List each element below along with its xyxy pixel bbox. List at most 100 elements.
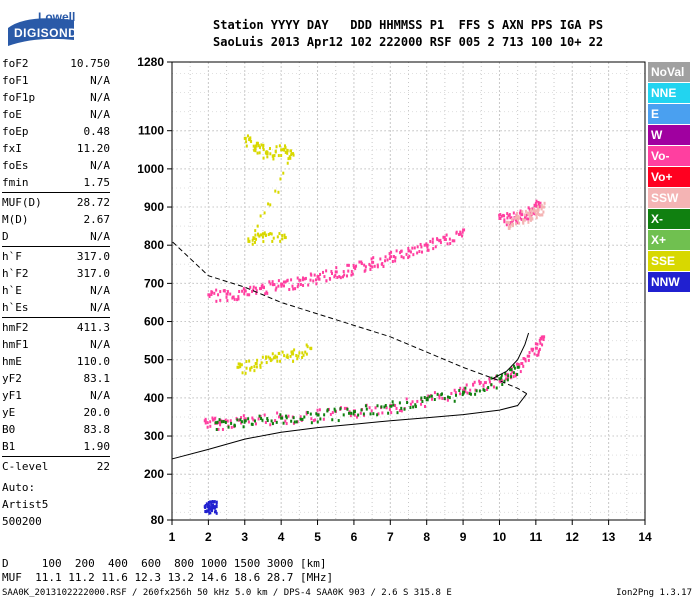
echo-point — [241, 371, 244, 375]
echo-point — [279, 177, 282, 181]
param-value: 0.48 — [83, 125, 111, 138]
echo-point — [519, 209, 522, 213]
echo-point — [537, 353, 540, 357]
echo-point — [316, 274, 320, 278]
echo-point — [247, 417, 250, 421]
echo-point — [283, 233, 286, 237]
echo-point — [276, 411, 279, 415]
echo-point — [318, 277, 321, 281]
echo-point — [274, 288, 277, 292]
auto-code: 500200 — [2, 515, 42, 528]
echo-point — [286, 355, 289, 359]
echo-point — [293, 420, 296, 424]
echo-point — [265, 152, 269, 156]
echo-point — [211, 500, 214, 504]
echo-point — [515, 213, 518, 217]
echo-point — [211, 416, 214, 420]
echo-point — [253, 237, 256, 241]
param-value: 317.0 — [76, 267, 110, 280]
echo-point — [278, 144, 281, 148]
echo-point — [504, 371, 507, 375]
echo-point — [500, 373, 503, 377]
echo-point — [364, 265, 367, 269]
x-tick-label: 8 — [423, 530, 430, 544]
echo-point — [323, 275, 326, 279]
echo-point — [208, 295, 211, 299]
echo-point — [259, 363, 262, 367]
echo-point — [464, 386, 467, 390]
echo-point — [532, 211, 535, 215]
echo-point — [350, 273, 353, 277]
param-value: 411.3 — [76, 321, 110, 334]
echo-point — [284, 419, 287, 423]
y-tick-label: 700 — [144, 276, 164, 290]
echo-point — [530, 208, 533, 212]
echo-point — [316, 420, 319, 424]
echo-point — [342, 270, 345, 274]
echo-point — [247, 237, 250, 241]
echo-point — [296, 357, 299, 361]
echo-point — [312, 279, 315, 283]
echo-point — [431, 237, 434, 241]
echo-point — [290, 350, 293, 354]
echo-point — [205, 502, 208, 506]
echo-point — [478, 379, 481, 383]
param-name: yF2 — [2, 372, 22, 385]
echo-point — [521, 210, 524, 214]
echo-point — [253, 369, 256, 373]
echo-point — [219, 418, 222, 422]
echo-point — [250, 365, 253, 369]
echo-point — [214, 416, 217, 420]
echo-point — [248, 293, 251, 297]
echo-point — [236, 298, 239, 302]
echo-point — [520, 217, 523, 221]
echo-point — [269, 356, 272, 360]
echo-point — [233, 297, 236, 301]
header-values: SaoLuis 2013 Apr12 102 222000 RSF 005 2 … — [213, 35, 604, 49]
echo-point — [291, 352, 295, 356]
echo-point — [512, 211, 515, 215]
echo-point — [283, 148, 286, 152]
echo-point — [286, 353, 289, 357]
echo-point — [352, 265, 356, 269]
auto-label: Auto: — [2, 481, 36, 494]
echo-point — [469, 392, 472, 396]
echo-point — [433, 398, 436, 402]
echo-point — [319, 272, 322, 276]
echo-point — [336, 275, 339, 279]
echo-point — [243, 289, 247, 293]
echo-point — [337, 419, 340, 423]
echo-point — [328, 276, 331, 280]
echo-point — [305, 412, 308, 416]
echo-point — [535, 213, 538, 217]
echo-point — [408, 254, 411, 258]
echo-point — [267, 233, 270, 237]
echo-point — [542, 205, 546, 209]
echo-point — [237, 362, 240, 366]
echo-point — [508, 221, 511, 225]
echo-point — [400, 409, 403, 413]
echo-point — [276, 359, 279, 363]
echo-point — [309, 346, 313, 350]
echo-point — [425, 243, 429, 247]
param-value: 83.8 — [83, 423, 111, 436]
echo-point — [270, 358, 273, 362]
echo-point — [265, 361, 268, 365]
echo-point — [468, 392, 471, 396]
echo-point — [519, 216, 522, 220]
param-row: yF1 N/A — [2, 387, 110, 404]
echo-point — [325, 279, 328, 283]
version-info: Ion2Png 1.3.17 — [616, 588, 692, 598]
echo-point — [207, 500, 210, 504]
echo-point — [487, 386, 490, 390]
echo-point — [438, 394, 441, 398]
echo-point — [272, 154, 275, 158]
echo-point — [218, 421, 222, 425]
echo-point — [482, 384, 485, 388]
param-value: 10.750 — [70, 57, 110, 70]
echo-point — [413, 246, 416, 250]
echo-point — [372, 256, 375, 260]
muf-row: MUF 11.1 11.2 11.6 12.3 13.2 14.6 18.6 2… — [2, 571, 334, 584]
echo-point — [302, 276, 305, 280]
echo-point — [392, 255, 395, 259]
